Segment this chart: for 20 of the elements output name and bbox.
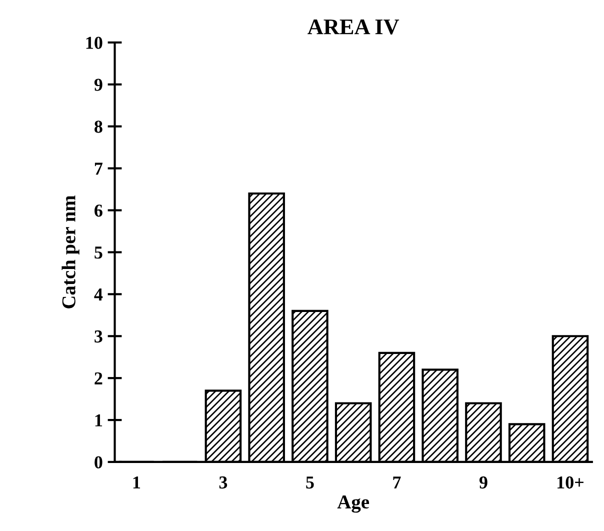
y-tick-label: 5 (94, 246, 102, 259)
x-axis-title: Age (337, 496, 370, 513)
x-tick-label: 10+ (558, 476, 584, 489)
y-tick-label: 1 (95, 414, 102, 426)
y-tick-label: 3 (94, 330, 102, 343)
y-tick-label: 7 (94, 162, 103, 175)
x-tick-label: 5 (306, 476, 314, 489)
y-tick-label: 8 (94, 120, 102, 133)
y-axis-title: Catch per nm (62, 195, 80, 308)
y-tick-label: 6 (94, 204, 102, 217)
y-tick-label: 2 (94, 372, 102, 384)
x-tick-label: 7 (393, 476, 401, 488)
x-tick-label: 1 (133, 476, 140, 488)
x-tick-label: 3 (219, 476, 228, 489)
x-tick-label: 9 (479, 476, 488, 489)
y-tick-label: 9 (94, 78, 102, 91)
y-tick-label: 10 (86, 36, 102, 49)
chart-title: AREA IV (308, 19, 400, 34)
y-tick-label: 0 (94, 456, 102, 468)
y-tick-label: 4 (94, 288, 103, 300)
